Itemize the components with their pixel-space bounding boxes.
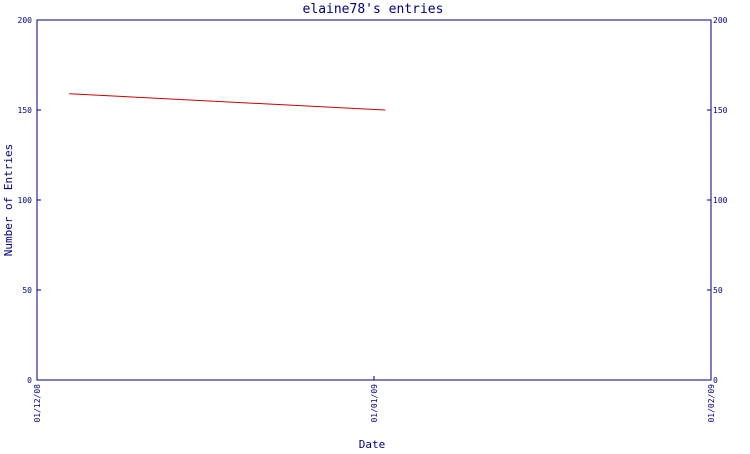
y-tick-label-right-100: 100 xyxy=(713,196,728,205)
y-tick-label-right-50: 50 xyxy=(713,286,723,295)
y-tick-label-right-200: 200 xyxy=(713,16,728,25)
x-axis-label: Date xyxy=(359,438,386,450)
series-point-0-0 xyxy=(69,93,71,95)
y-tick-label-left-100: 100 xyxy=(18,196,33,205)
y-axis-label: Number of Entries xyxy=(2,144,15,257)
y-tick-label-left-50: 50 xyxy=(22,286,32,295)
y-tick-label-right-150: 150 xyxy=(713,106,728,115)
y-tick-label-right-0: 0 xyxy=(713,376,718,385)
x-tick-label-1: 01/01/09 xyxy=(370,384,379,423)
y-tick-label-left-200: 200 xyxy=(18,16,33,25)
plot-layer: 0 0 50 50 100 100 150 150 200 200 01/12/08 01/01/09… xyxy=(18,16,728,423)
x-tick-label-2: 01/02/09 xyxy=(707,384,716,423)
y-tick-label-left-0: 0 xyxy=(27,376,32,385)
series-point-0-1 xyxy=(384,109,386,111)
x-tick-label-0: 01/12/08 xyxy=(33,384,42,423)
y-tick-label-left-150: 150 xyxy=(18,106,33,115)
plot-frame xyxy=(36,19,712,381)
chart-title: elaine78's entries xyxy=(303,2,444,17)
series-line-0 xyxy=(69,93,385,111)
